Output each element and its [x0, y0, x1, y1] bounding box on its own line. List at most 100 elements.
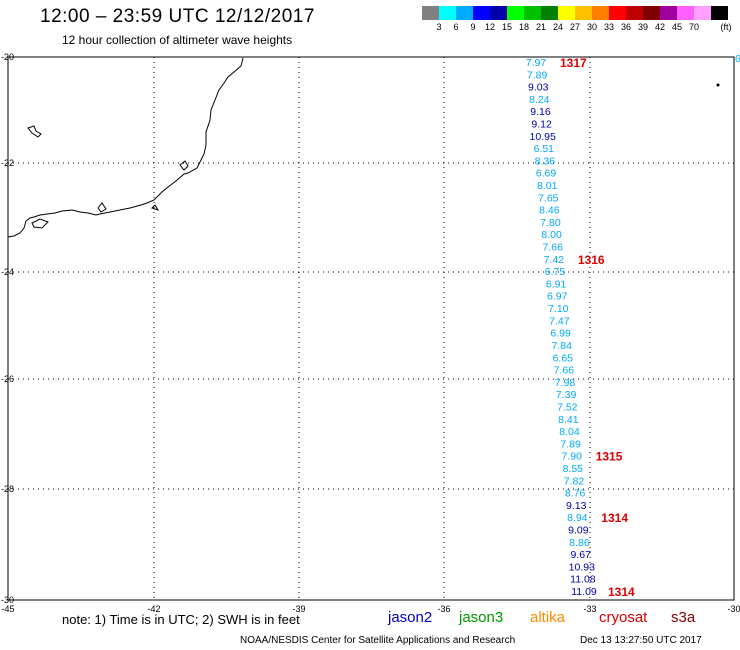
wave-height-value: 7.39 — [556, 389, 577, 401]
wave-height-value: 7.10 — [548, 303, 569, 315]
wave-height-value: 9.12 — [531, 119, 552, 131]
wave-height-value: 7.90 — [561, 451, 582, 463]
wave-height-value: 6.97 — [547, 291, 568, 303]
coastline-bay — [97, 202, 107, 213]
legend-label: 6 — [453, 22, 459, 32]
marker-dot — [716, 83, 720, 87]
pass-time-label: 1317 — [560, 56, 587, 70]
wave-height-color-legend — [422, 6, 728, 20]
longitude-tick-label: -39 — [292, 604, 305, 614]
legend-swatch — [660, 6, 677, 20]
legend-swatch — [439, 6, 456, 20]
wave-height-value: 7.97 — [526, 57, 547, 69]
satellite-label-jason3: jason3 — [459, 609, 504, 626]
legend-label: 42 — [654, 22, 666, 32]
wave-height-value: 8.76 — [565, 488, 586, 500]
wave-height-value: 7.65 — [538, 192, 559, 204]
legend-tick-labels: 3 6 9 12 15 18 21 24 27 30 33 36 39 42 45 70 (ft) — [422, 22, 740, 34]
legend-label: 36 — [620, 22, 632, 32]
wave-height-value: 7.89 — [527, 69, 548, 81]
legend-swatch — [626, 6, 643, 20]
longitude-tick-label: -33 — [583, 604, 596, 614]
wave-height-value: 7.66 — [542, 242, 563, 254]
coastline — [7, 57, 244, 238]
legend-label: 3 — [436, 22, 442, 32]
wave-height-value: 6.69 — [536, 168, 557, 180]
wave-height-value: 7.84 — [551, 340, 572, 352]
latitude-tick-label: -22 — [1, 158, 14, 168]
legend-swatch — [711, 6, 728, 20]
legend-swatch — [541, 6, 558, 20]
satellite-label-s3a: s3a — [671, 609, 696, 626]
legend-swatch — [592, 6, 609, 20]
lat-lon-grid — [8, 57, 734, 600]
wave-height-value: 6.65 — [553, 352, 574, 364]
wave-height-value: 7.66 — [554, 365, 575, 377]
satellite-label-altika: altika — [530, 609, 566, 626]
wave-height-value: 9.67 — [570, 549, 591, 561]
wave-height-value: 6.51 — [534, 143, 555, 155]
wave-height-value: 8.86 — [569, 537, 590, 549]
wave-height-value: 8.04 — [559, 426, 580, 438]
legend-swatch — [694, 6, 711, 20]
wave-height-value: 8.94 — [567, 512, 588, 524]
legend-label: 18 — [518, 22, 530, 32]
footnote: note: 1) Time is in UTC; 2) SWH is in fe… — [62, 612, 300, 627]
longitude-tick-label: -36 — [437, 604, 450, 614]
legend-swatch — [677, 6, 694, 20]
coastline-bay — [31, 218, 49, 229]
wave-height-value: 9.16 — [530, 106, 551, 118]
wave-height-value: 7.82 — [564, 475, 585, 487]
longitude-tick-label: -42 — [147, 604, 160, 614]
legend-swatch — [456, 6, 473, 20]
altimeter-track: 7.977.899.038.249.169.1210.956.518.366.6… — [526, 54, 740, 599]
legend-swatch — [507, 6, 524, 20]
latitude-tick-label: -30 — [1, 595, 14, 605]
latitude-tick-label: -20 — [1, 52, 14, 62]
legend-label: 39 — [637, 22, 649, 32]
wave-height-value: 7.98 — [555, 377, 576, 389]
legend-swatch — [558, 6, 575, 20]
wave-height-value: 8.46 — [539, 205, 560, 217]
legend-label: 70 — [688, 22, 700, 32]
map-frame — [7, 56, 735, 601]
satellite-label-jason2: jason2 — [388, 609, 433, 626]
axis-tick-labels: -45 -42 -39 -36 -33 -30 -20 -22 -24 -26 -28 -30 — [1, 52, 740, 614]
pass-time-label: 1314 — [601, 511, 628, 525]
wave-height-value: 7.89 — [560, 438, 581, 450]
coastline-bay — [151, 204, 160, 211]
pass-time-label: 1314 — [608, 585, 635, 599]
legend-swatch — [575, 6, 592, 20]
pass-time-label: 1316 — [578, 253, 605, 267]
coastline-island — [179, 160, 189, 171]
longitude-tick-label: -45 — [1, 604, 14, 614]
wave-height-value: 11.08 — [570, 574, 596, 586]
legend-label: 45 — [671, 22, 683, 32]
satellite-label-cryosat: cryosat — [599, 609, 648, 626]
wave-height-value: 8.00 — [541, 229, 562, 241]
pass-time-label: 1315 — [596, 450, 623, 464]
wave-height-value: 8.55 — [563, 463, 584, 475]
legend-swatch — [524, 6, 541, 20]
legend-label: 30 — [586, 22, 598, 32]
wave-height-value: 8.24 — [529, 94, 550, 106]
wave-height-value: 10.95 — [530, 131, 556, 143]
edge-value-label: 6 — [735, 54, 740, 65]
footer-timestamp: Dec 13 13:27:50 UTC 2017 — [580, 635, 702, 646]
legend-label: 12 — [484, 22, 496, 32]
map-subtitle: 12 hour collection of altimeter wave hei… — [62, 33, 293, 47]
latitude-tick-label: -26 — [1, 374, 14, 384]
wave-height-value: 7.52 — [557, 402, 578, 414]
legend-swatch — [490, 6, 507, 20]
wave-height-value: 10.93 — [569, 561, 595, 573]
legend-swatch — [609, 6, 626, 20]
wave-height-value: 7.47 — [549, 315, 570, 327]
wave-height-value: 6.91 — [546, 278, 567, 290]
wave-height-value: 8.41 — [558, 414, 579, 426]
legend-swatch — [422, 6, 439, 20]
wave-height-value: 8.01 — [537, 180, 558, 192]
legend-swatch — [473, 6, 490, 20]
wave-height-value: 6.75 — [545, 266, 566, 278]
legend-label: 27 — [569, 22, 581, 32]
